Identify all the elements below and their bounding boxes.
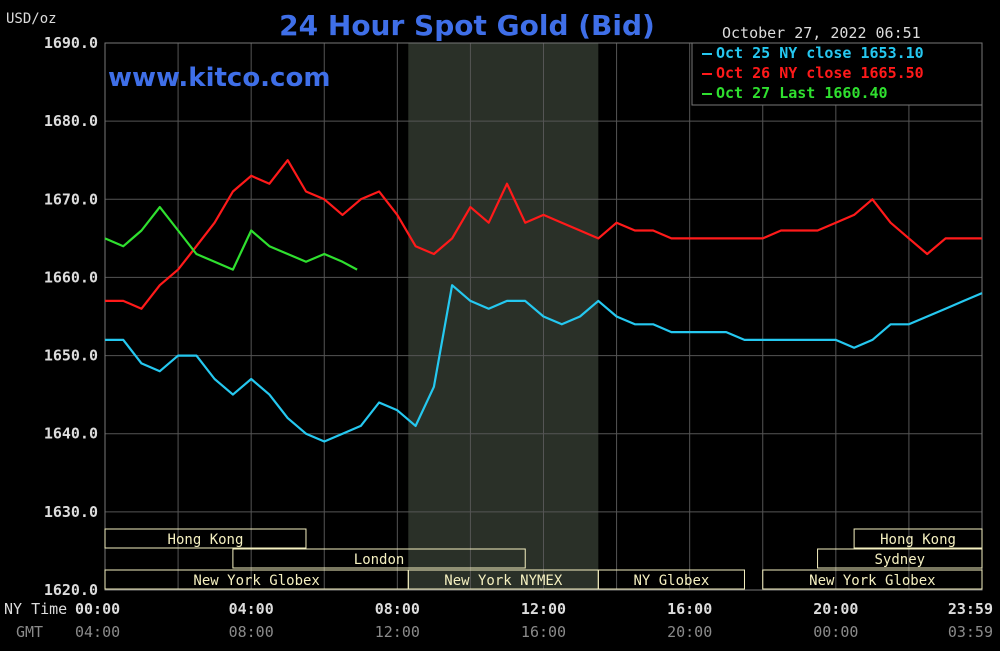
timestamp: October 27, 2022 06:51: [722, 24, 921, 42]
x-axis-row-label: NY Time: [4, 600, 67, 618]
session-band: [597, 569, 745, 590]
session-bands: Hong Kong Hong Kong London Sydney New York G…: [104, 528, 983, 590]
session-band: [232, 548, 526, 569]
series-line: [104, 206, 358, 271]
session-band: [104, 528, 307, 549]
nymex-session-shade: [408, 43, 599, 590]
legend-entry: Oct 26 NY close 1665.50: [716, 64, 924, 82]
x-tick-label: 08:00: [229, 623, 274, 641]
session-label: Hong Kong: [168, 532, 244, 548]
series-line: [105, 284, 983, 443]
session-label: Hong Kong: [880, 532, 956, 548]
x-tick-label: 12:00: [375, 623, 420, 641]
legend-entry: Oct 27 Last 1660.40: [716, 84, 888, 102]
session-band: [762, 569, 983, 590]
x-axis-row-label: GMT: [16, 623, 43, 641]
x-tick-label: 16:00: [667, 600, 712, 618]
x-tick-label: 08:00: [375, 600, 420, 618]
legend-box: [691, 42, 983, 106]
y-tick-label: 1630.0: [44, 503, 98, 521]
x-tick-label: 16:00: [521, 623, 566, 641]
chart-title: 24 Hour Spot Gold (Bid): [279, 9, 655, 42]
session-label: Sydney: [874, 552, 925, 568]
session-label: New York Globex: [193, 573, 319, 589]
unit-label: USD/oz: [6, 11, 57, 27]
y-tick-label: 1690.0: [44, 34, 98, 52]
x-tick-label: 12:00: [521, 600, 566, 618]
y-tick-label: 1650.0: [44, 347, 98, 365]
x-tick-labels: NY Time 00:00 04:00 08:00 12:00 16:00 20:00 23:…: [4, 600, 993, 641]
series-line: [105, 159, 982, 310]
x-tick-label: 00:00: [75, 600, 120, 618]
y-tick-labels: 1690.0 1680.0 1670.0 1660.0 1650.0 1640.0 1630…: [44, 34, 98, 599]
x-tick-label: 03:59: [948, 623, 993, 641]
session-band: [853, 528, 983, 549]
session-label: NY Globex: [633, 573, 709, 589]
x-tick-label: 04:00: [229, 600, 274, 618]
y-tick-label: 1640.0: [44, 425, 98, 443]
session-band: [817, 548, 983, 569]
session-label: New York Globex: [809, 573, 935, 589]
x-tick-label: 23:59: [948, 600, 993, 618]
x-tick-label: 20:00: [667, 623, 712, 641]
y-tick-label: 1620.0: [44, 581, 98, 599]
session-label: New York NYMEX: [444, 573, 563, 589]
x-tick-label: 00:00: [813, 623, 858, 641]
series-lines: [104, 159, 983, 443]
legend-entry: Oct 25 NY close 1653.10: [716, 44, 924, 62]
x-tick-label: 20:00: [813, 600, 858, 618]
y-tick-label: 1670.0: [44, 190, 98, 208]
legend: Oct 25 NY close 1653.10 Oct 26 NY close 1…: [691, 42, 983, 106]
y-tick-label: 1660.0: [44, 268, 98, 286]
session-label: London: [354, 552, 405, 568]
plot-frame: [104, 42, 983, 591]
x-tick-label: 04:00: [75, 623, 120, 641]
watermark: www.kitco.com: [108, 63, 330, 93]
y-tick-label: 1680.0: [44, 112, 98, 130]
